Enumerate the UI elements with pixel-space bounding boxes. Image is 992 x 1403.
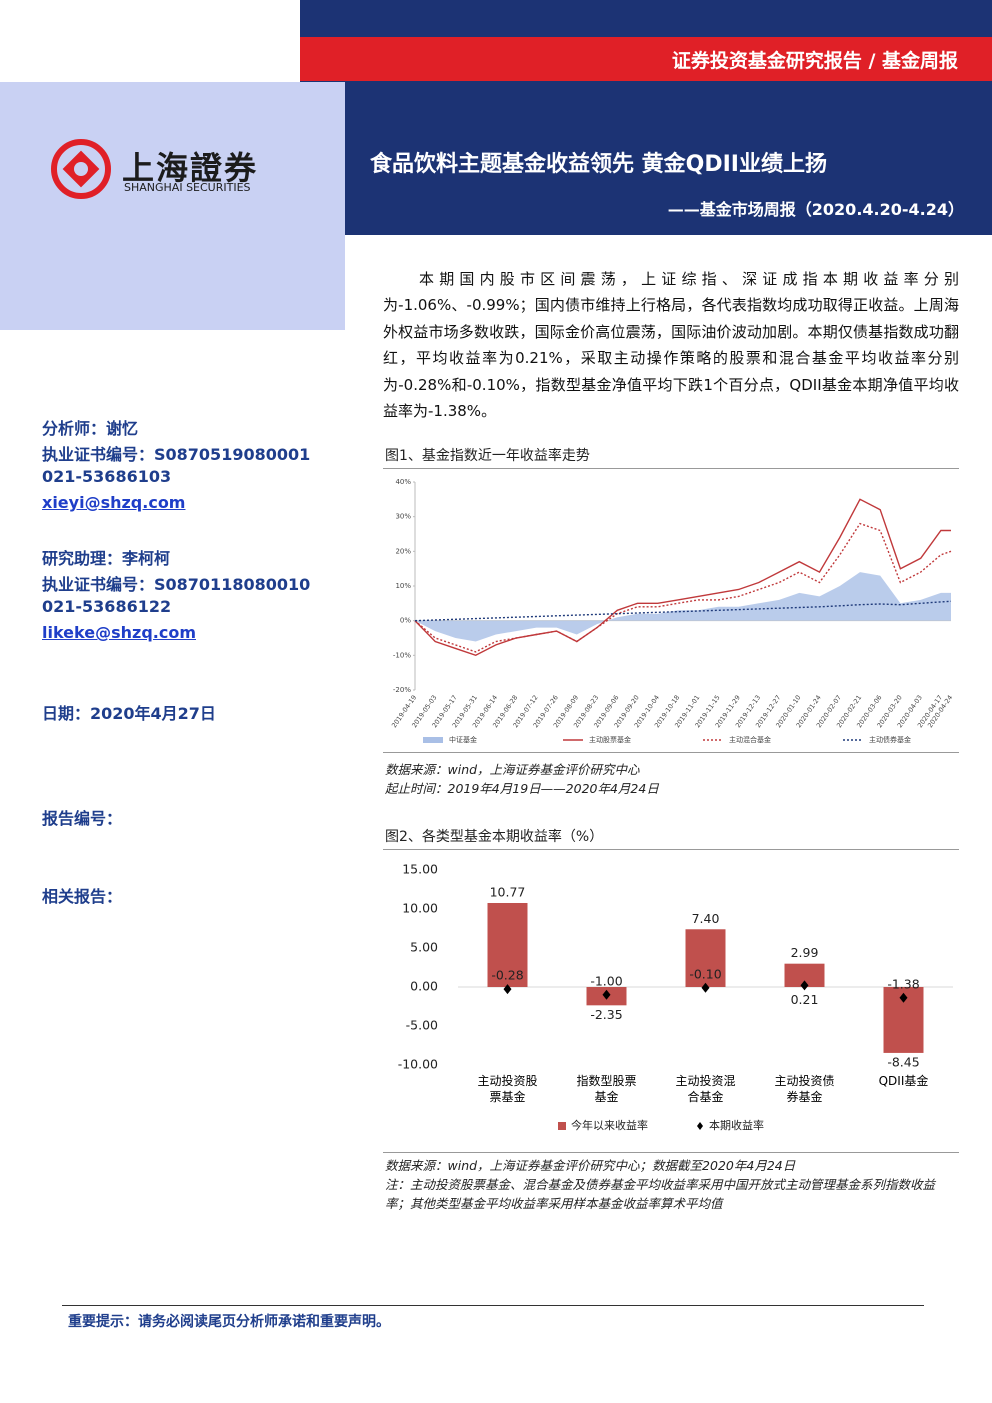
phone: 021-53686122	[42, 597, 172, 616]
point-value-label: -1.38	[887, 976, 919, 991]
point-value-label: -0.10	[689, 966, 721, 981]
x-tick-label: 主动投资混合基金	[675, 1074, 736, 1104]
source: 数据来源：wind，上海证券基金评价研究中心；数据截至2020年4月24日	[385, 1158, 796, 1173]
line	[414, 522, 952, 653]
legend-label: 主动债券基金	[869, 735, 911, 744]
y-tick-label: 20%	[395, 547, 411, 555]
bar	[487, 902, 528, 987]
y-tick-label: 10.00	[402, 901, 438, 916]
report-type: 证券投资基金研究报告 / 基金周报	[671, 50, 958, 72]
point	[701, 982, 710, 993]
body-text: 本期国内股市区间震荡，上证综指、深证成指本期收益率分别为-1.06%、-0.99…	[383, 270, 959, 421]
bar	[784, 963, 825, 987]
bar-value-label: 10.77	[490, 884, 526, 899]
y-tick-label: 5.00	[410, 940, 438, 955]
cert: 执业证书编号：S0870519080001	[42, 445, 311, 464]
rule	[383, 849, 959, 850]
y-tick-label: 0.00	[410, 979, 438, 994]
rule	[383, 468, 959, 469]
email[interactable]: xieyi@shzq.com	[42, 493, 186, 512]
bar-value-label: -8.45	[887, 1054, 919, 1069]
bar-chart-svg: -10.00 -5.00 0.00 5.00 10.00 15.00 10.77 -0.28 -…	[398, 862, 953, 1132]
y-tick-label: 0%	[400, 617, 411, 625]
x-tick-label: 主动投资债券基金	[774, 1074, 835, 1104]
line	[414, 600, 952, 622]
y-tick-label: 30%	[395, 513, 411, 521]
assistant: 研究助理：李柯柯	[42, 549, 171, 568]
bar-chart: -10.00 -5.00 0.00 5.00 10.00 15.00 10.77 -0.28 -…	[383, 852, 959, 1152]
y-tick-label: 15.00	[402, 862, 438, 877]
legend-label: 主动股票基金	[589, 735, 631, 744]
point-value-label: -0.28	[491, 968, 523, 983]
point	[800, 980, 809, 991]
header-red-bar	[300, 37, 992, 81]
bar-value-label: 2.99	[791, 945, 819, 960]
bar-value-label: 7.40	[692, 911, 720, 926]
y-tick-label: 40%	[395, 478, 411, 486]
legend-swatch	[558, 1122, 566, 1130]
related: 相关报告：	[42, 887, 123, 906]
legend-label: 本期收益率	[709, 1118, 764, 1132]
y-tick-label: -10%	[393, 651, 411, 659]
title: 食品饮料主题基金收益领先 黄金QDII业绩上扬	[370, 152, 827, 177]
y-tick-label: -5.00	[406, 1018, 438, 1033]
bar	[685, 929, 726, 987]
figure-caption: 图1、基金指数近一年收益率走势	[385, 448, 590, 464]
x-tick-label: QDII基金	[878, 1074, 929, 1088]
line	[414, 498, 951, 657]
period: 起止时间：2019年4月19日——2020年4月24日	[385, 781, 659, 796]
rule	[383, 752, 959, 753]
date: 日期：2020年4月27日	[42, 704, 216, 723]
footer-notice: 重要提示：请务必阅读尾页分析师承诺和重要声明。	[68, 1314, 390, 1330]
y-tick-label: 10%	[395, 582, 411, 590]
line-chart: -20%-10%0%10%20%30%40%2019-04-192019-05-…	[390, 478, 954, 744]
x-tick-label: 主动投资股票基金	[477, 1074, 538, 1104]
footer-rule	[62, 1305, 924, 1306]
source: 数据来源：wind，上海证券基金评价研究中心	[385, 762, 640, 777]
legend-label: 今年以来收益率	[571, 1118, 648, 1132]
logo-icon	[51, 139, 111, 199]
x-tick-label: 指数型股票基金	[576, 1074, 637, 1104]
rule	[383, 1152, 959, 1153]
bar-value-label: -2.35	[590, 1007, 622, 1022]
report-no: 报告编号：	[42, 809, 123, 828]
logo-en: SHANGHAI SECURITIES	[124, 181, 251, 194]
logo-area	[0, 82, 300, 235]
point	[503, 984, 512, 995]
subtitle: ——基金市场周报（2020.4.20-4.24）	[667, 200, 964, 219]
legend-label: 中证基金	[449, 735, 477, 744]
point	[602, 989, 611, 1000]
y-tick-label: -20%	[393, 686, 411, 694]
email[interactable]: likeke@shzq.com	[42, 623, 196, 642]
area	[415, 572, 951, 642]
legend-swatch	[423, 737, 443, 743]
point-value-label: -1.00	[590, 973, 622, 988]
analyst: 分析师：谢忆	[42, 419, 139, 438]
logo-cn: 上海證券	[122, 149, 259, 187]
cert: 执业证书编号：S0870118080010	[42, 575, 311, 594]
y-tick-label: -10.00	[398, 1057, 438, 1072]
point-value-label: 0.21	[791, 992, 819, 1007]
figure-caption: 图2、各类型基金本期收益率（%）	[385, 829, 604, 845]
phone: 021-53686103	[42, 467, 172, 486]
note: 注：主动投资股票基金、混合基金及债券基金平均收益率采用中国开放式主动管理基金系列…	[385, 1177, 936, 1211]
legend-swatch	[697, 1122, 703, 1130]
point	[899, 992, 908, 1003]
legend-label: 主动混合基金	[729, 735, 771, 744]
